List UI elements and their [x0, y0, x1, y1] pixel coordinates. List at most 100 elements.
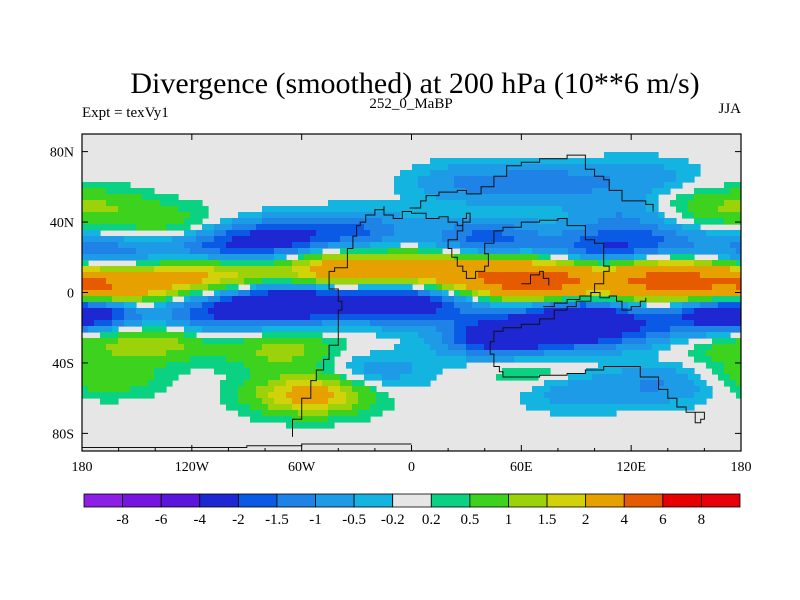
field-cell	[100, 242, 107, 249]
field-cell	[400, 338, 407, 345]
field-cell	[394, 236, 401, 243]
field-cell	[316, 266, 323, 273]
field-cell	[604, 164, 611, 171]
field-cell	[292, 218, 299, 225]
field-cell	[598, 260, 605, 267]
field-cell	[478, 206, 485, 213]
field-cell	[478, 338, 485, 345]
field-cell	[658, 320, 665, 327]
field-cell	[454, 242, 461, 249]
field-cell	[412, 290, 419, 297]
field-cell	[460, 170, 467, 177]
field-cell	[250, 296, 257, 303]
field-cell	[322, 266, 329, 273]
field-cell	[352, 302, 359, 309]
field-cell	[286, 230, 293, 237]
field-cell	[604, 380, 611, 387]
field-cell	[268, 362, 275, 369]
field-cell	[484, 320, 491, 327]
field-cell	[628, 260, 635, 267]
field-cell	[664, 380, 671, 387]
field-cell	[400, 380, 407, 387]
field-cell	[550, 314, 557, 321]
field-cell	[664, 188, 671, 195]
field-cell	[484, 194, 491, 201]
field-cell	[658, 272, 665, 279]
field-cell	[226, 380, 233, 387]
field-cell	[376, 410, 383, 417]
field-cell	[550, 176, 557, 183]
field-cell	[562, 290, 569, 297]
field-cell	[538, 392, 545, 399]
field-cell	[646, 326, 653, 333]
field-cell	[556, 194, 563, 201]
field-cell	[334, 338, 341, 345]
colorbar-swatch	[315, 493, 355, 508]
field-cell	[364, 200, 371, 207]
field-cell	[106, 266, 113, 273]
field-cell	[658, 344, 665, 351]
field-cell	[634, 152, 641, 159]
field-cell	[142, 326, 149, 333]
colorbar-swatch	[160, 493, 201, 508]
field-cell	[274, 284, 281, 291]
field-cell	[454, 314, 461, 321]
field-cell	[562, 296, 569, 303]
field-cell	[226, 218, 233, 225]
colorbar-label: 2	[582, 512, 590, 528]
field-cell	[688, 296, 695, 303]
field-cell	[694, 314, 701, 321]
field-cell	[340, 218, 347, 225]
field-cell	[298, 272, 305, 279]
field-cell	[370, 266, 377, 273]
field-cell	[106, 248, 113, 255]
field-cell	[448, 206, 455, 213]
field-cell	[574, 278, 581, 285]
field-cell	[160, 206, 167, 213]
field-cell	[148, 320, 155, 327]
field-cell	[484, 344, 491, 351]
field-cell	[184, 272, 191, 279]
field-cell	[604, 278, 611, 285]
field-cell	[610, 314, 617, 321]
field-cell	[142, 350, 149, 357]
field-cell	[130, 236, 137, 243]
field-cell	[544, 182, 551, 189]
field-cell	[514, 368, 521, 375]
field-cell	[82, 260, 89, 267]
field-cell	[454, 182, 461, 189]
field-cell	[688, 170, 695, 177]
field-cell	[706, 284, 713, 291]
field-cell	[430, 338, 437, 345]
field-cell	[712, 356, 719, 363]
field-cell	[334, 296, 341, 303]
field-cell	[316, 278, 323, 285]
field-cell	[316, 356, 323, 363]
field-cell	[256, 380, 263, 387]
field-cell	[154, 374, 161, 381]
field-cell	[526, 248, 533, 255]
field-cell	[586, 218, 593, 225]
field-cell	[526, 398, 533, 405]
field-cell	[304, 350, 311, 357]
field-cell	[472, 248, 479, 255]
field-cell	[100, 320, 107, 327]
field-cell	[556, 206, 563, 213]
field-cell	[310, 392, 317, 399]
field-cell	[592, 170, 599, 177]
field-cell	[718, 212, 725, 219]
field-cell	[166, 206, 173, 213]
field-cell	[118, 218, 125, 225]
field-cell	[268, 338, 275, 345]
field-cell	[124, 194, 131, 201]
field-cell	[448, 188, 455, 195]
field-cell	[676, 362, 683, 369]
field-cell	[514, 164, 521, 171]
field-cell	[496, 158, 503, 165]
field-cell	[304, 344, 311, 351]
field-cell	[280, 392, 287, 399]
field-cell	[148, 392, 155, 399]
field-cell	[418, 332, 425, 339]
field-cell	[388, 308, 395, 315]
field-cell	[448, 260, 455, 267]
